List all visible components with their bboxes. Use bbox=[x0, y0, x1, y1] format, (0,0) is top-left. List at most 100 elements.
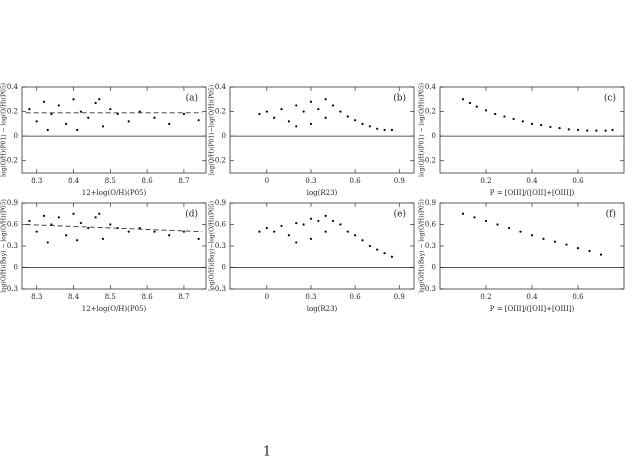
x-tick-label: 8.3 bbox=[31, 177, 42, 185]
data-point bbox=[542, 237, 545, 240]
data-point bbox=[116, 112, 119, 116]
data-point bbox=[168, 234, 171, 237]
data-point bbox=[138, 110, 141, 113]
data-point bbox=[72, 98, 75, 101]
data-point bbox=[138, 226, 141, 230]
data-point bbox=[87, 226, 90, 230]
data-point bbox=[42, 100, 46, 103]
data-point bbox=[295, 104, 298, 107]
panel-label: (e) bbox=[394, 209, 406, 220]
data-point bbox=[28, 219, 31, 223]
data-point bbox=[42, 214, 46, 217]
data-point bbox=[265, 226, 268, 230]
data-point bbox=[586, 129, 589, 132]
data-point bbox=[519, 230, 522, 233]
data-point bbox=[383, 252, 386, 255]
data-point bbox=[101, 237, 105, 240]
data-point bbox=[76, 239, 79, 242]
data-point bbox=[567, 128, 570, 131]
y-axis-label: log(O/H)(P01)−log(O/H)(P05) bbox=[209, 85, 216, 175]
y-axis-label: log(O/H)(P01) − log(O/H)(P05) bbox=[1, 83, 8, 177]
data-point bbox=[576, 247, 580, 250]
data-point bbox=[35, 120, 38, 123]
data-point bbox=[127, 230, 130, 233]
data-point bbox=[461, 212, 465, 215]
data-point bbox=[484, 219, 488, 223]
y-tick-label: 0.6 bbox=[215, 221, 227, 229]
data-point bbox=[317, 108, 320, 111]
data-point bbox=[468, 101, 471, 105]
data-point bbox=[57, 104, 60, 107]
x-tick-label: 0.6 bbox=[572, 177, 584, 185]
y-axis-label: log(O/H)(Bay) − log(O/H)(P05) bbox=[419, 199, 426, 293]
data-point bbox=[368, 244, 371, 248]
plot-frame bbox=[229, 86, 415, 174]
x-tick-label: 0.3 bbox=[305, 293, 316, 301]
plot-frame bbox=[229, 202, 415, 290]
data-point bbox=[287, 234, 290, 237]
data-point bbox=[376, 127, 379, 130]
panel-label: (b) bbox=[393, 93, 406, 104]
data-point bbox=[94, 101, 97, 105]
data-point bbox=[46, 128, 49, 132]
y-tick-label: 0 bbox=[14, 132, 18, 140]
data-point bbox=[588, 249, 591, 253]
x-axis-label: log(R23) bbox=[307, 305, 338, 313]
x-tick-label: 8.5 bbox=[105, 177, 116, 185]
data-point bbox=[79, 221, 82, 225]
data-point bbox=[46, 241, 49, 244]
data-point bbox=[354, 119, 357, 122]
dashed-fit-line bbox=[25, 224, 203, 233]
data-point bbox=[346, 230, 349, 233]
x-tick-label: 8.7 bbox=[178, 293, 189, 301]
data-point bbox=[475, 105, 478, 108]
data-point bbox=[295, 241, 298, 244]
y-tick-label: -0.2 bbox=[423, 157, 437, 165]
x-tick-label: 0.9 bbox=[394, 177, 405, 185]
x-tick-label: 0.6 bbox=[572, 293, 584, 301]
y-tick-label: 0 bbox=[222, 132, 226, 140]
data-point bbox=[576, 128, 580, 132]
data-point bbox=[376, 248, 379, 251]
data-point bbox=[309, 237, 313, 240]
data-point bbox=[354, 234, 357, 237]
y-tick-label: 0.9 bbox=[215, 199, 226, 207]
data-point bbox=[182, 112, 186, 116]
y-tick-label: 0.3 bbox=[215, 242, 226, 250]
data-point bbox=[309, 100, 313, 103]
data-point bbox=[28, 108, 31, 111]
y-tick-label: 0 bbox=[432, 264, 436, 272]
data-point bbox=[549, 125, 552, 129]
y-tick-label: 0.2 bbox=[425, 108, 436, 116]
data-point bbox=[383, 128, 386, 132]
y-tick-label: -0.2 bbox=[5, 157, 19, 165]
x-axis-label: P = [OIII]/([OII]+[OIII]) bbox=[490, 189, 575, 197]
data-point bbox=[50, 112, 53, 116]
y-tick-label: 0.4 bbox=[425, 83, 437, 91]
panel-label: (c) bbox=[604, 93, 616, 104]
data-point bbox=[72, 212, 75, 215]
data-point bbox=[65, 234, 68, 237]
data-point bbox=[79, 110, 82, 113]
data-point bbox=[302, 223, 305, 226]
x-tick-label: 0 bbox=[265, 177, 269, 185]
data-point bbox=[558, 127, 561, 130]
data-point bbox=[599, 253, 603, 256]
y-axis-label: log(O/H)(Bay) − log(O/H)(P05) bbox=[1, 199, 8, 293]
plot-frame bbox=[21, 202, 207, 290]
x-tick-label: 8.6 bbox=[142, 293, 154, 301]
data-point bbox=[390, 128, 394, 132]
x-tick-label: 8.6 bbox=[142, 177, 154, 185]
x-tick-label: 0.4 bbox=[526, 177, 538, 185]
y-axis-label: log(O/H)(Bay)−log(O/H)(P05) bbox=[209, 201, 216, 291]
y-tick-label: -0.3 bbox=[213, 285, 227, 293]
data-point bbox=[101, 125, 105, 128]
data-point bbox=[109, 108, 112, 111]
x-tick-label: 0 bbox=[265, 293, 269, 301]
data-point bbox=[197, 237, 200, 240]
data-point bbox=[324, 98, 327, 101]
data-point bbox=[507, 226, 511, 230]
data-point bbox=[484, 109, 488, 112]
data-point bbox=[604, 129, 607, 132]
